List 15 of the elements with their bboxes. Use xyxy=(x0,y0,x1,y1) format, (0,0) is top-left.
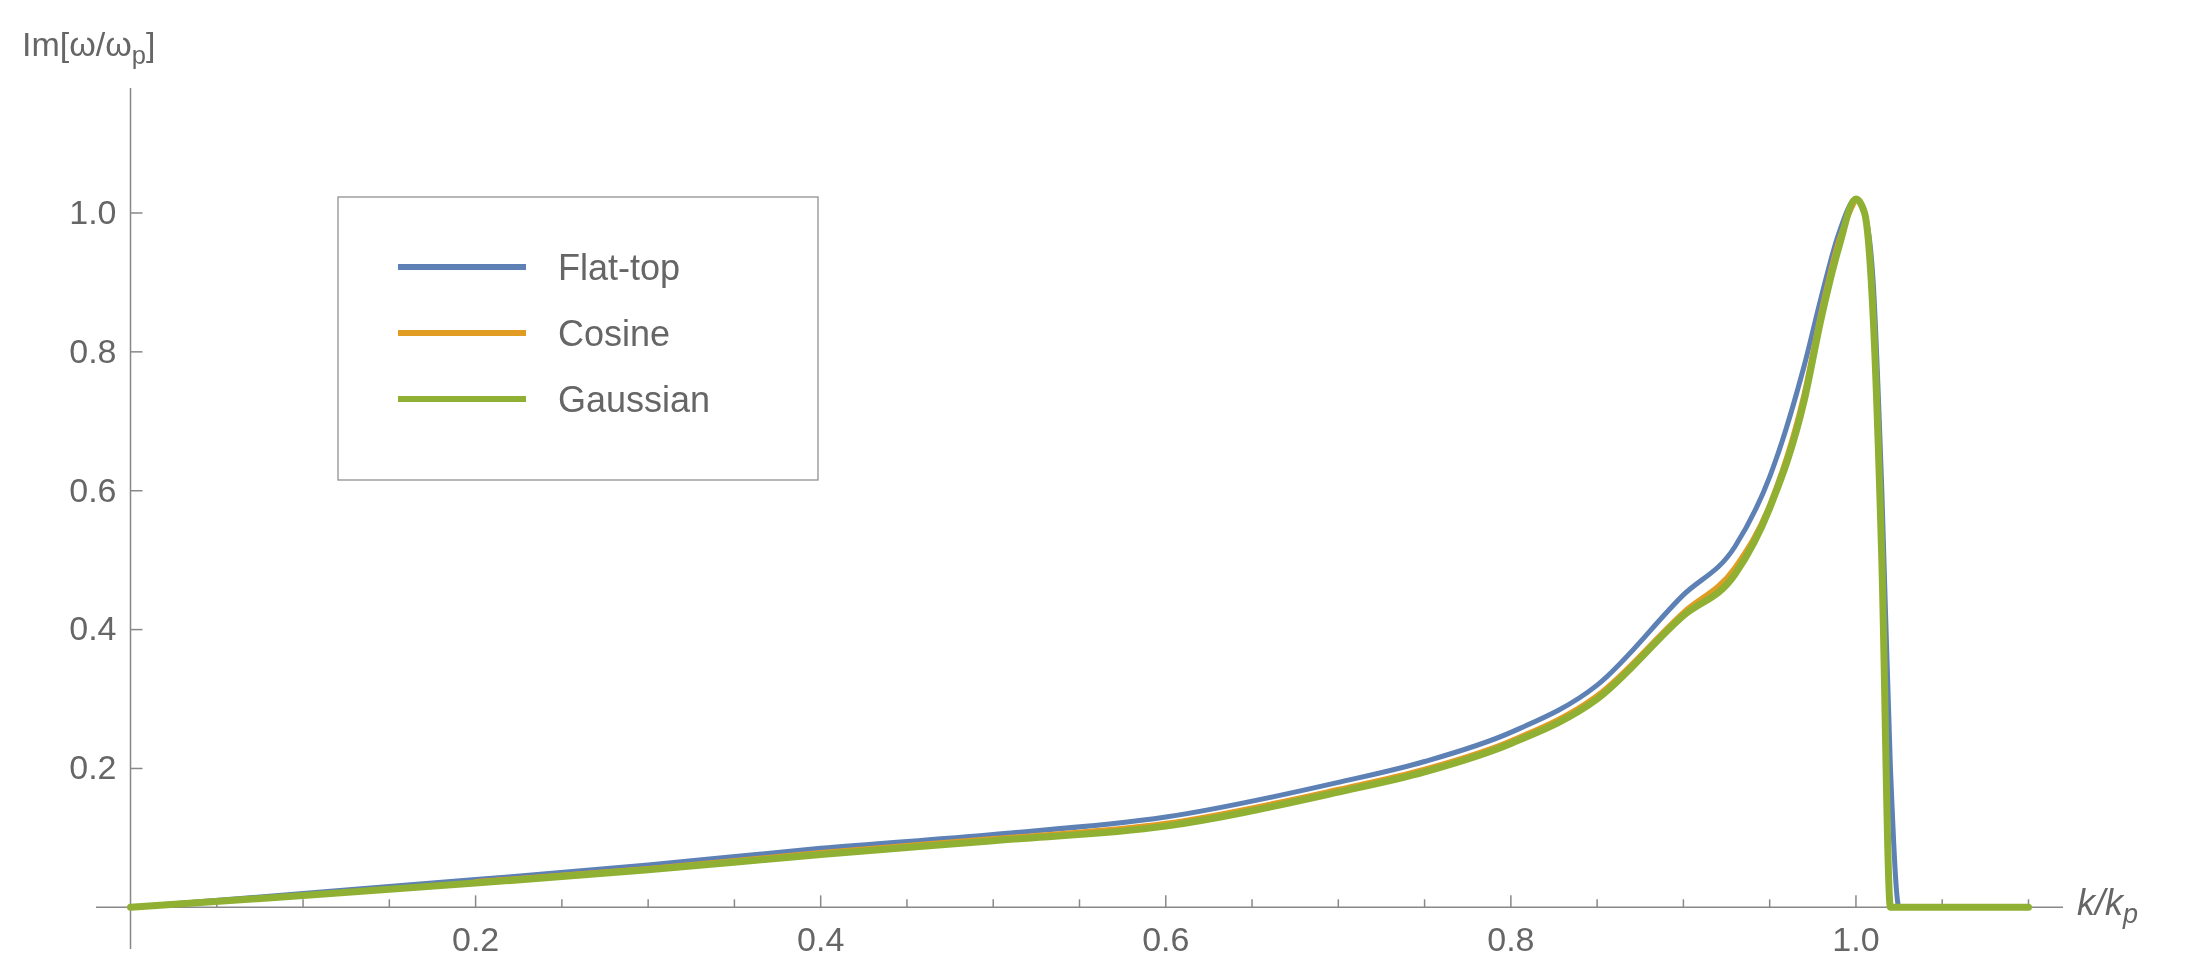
y-tick-label: 0.2 xyxy=(69,748,117,787)
x-tick-label: 0.6 xyxy=(1142,920,1190,959)
legend-label: Cosine xyxy=(558,312,671,354)
x-tick-label: 0.2 xyxy=(451,920,500,959)
x-tick-label: 0.4 xyxy=(797,920,845,959)
y-tick-label: 0.4 xyxy=(69,609,117,648)
legend-label: Gaussian xyxy=(558,378,711,420)
y-axis-title: Im[ω/ω$_{p}$] xyxy=(22,25,156,69)
x-tick-label: 0.8 xyxy=(1487,920,1535,959)
legend-label: Flat-top xyxy=(558,246,681,288)
y-tick-label: 0.8 xyxy=(69,331,117,370)
x-axis-title: k/k$_{p}$ xyxy=(2077,882,2139,930)
x-tick-label: 1.0 xyxy=(1832,920,1880,959)
y-tick-label: 0.6 xyxy=(69,470,117,509)
y-tick-label: 1.0 xyxy=(69,192,117,231)
